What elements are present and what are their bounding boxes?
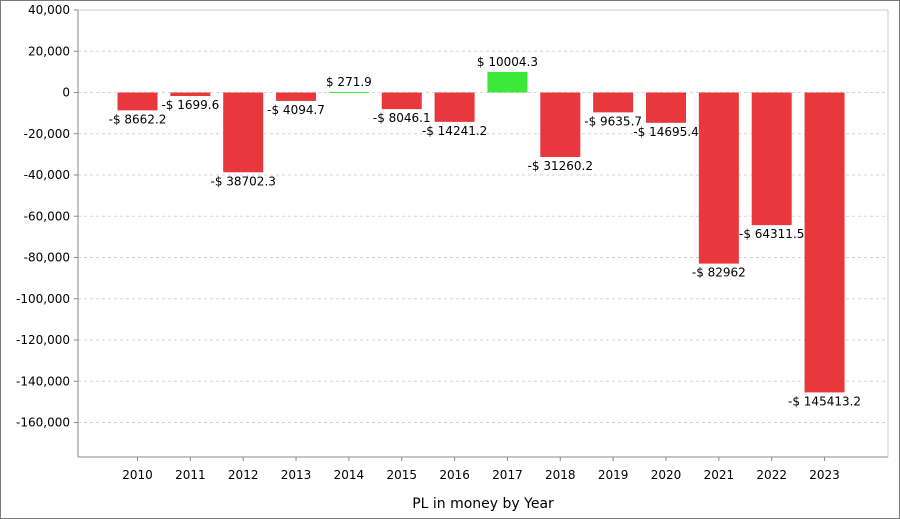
- data-label-2020: -$ 14695.4: [633, 125, 698, 139]
- x-tick-label-2011: 2011: [175, 468, 206, 482]
- data-label-2010: -$ 8662.2: [109, 112, 167, 126]
- x-tick-label-2010: 2010: [122, 468, 153, 482]
- x-tick-label-2013: 2013: [281, 468, 312, 482]
- data-label-2018: -$ 31260.2: [528, 159, 593, 173]
- bar-2011: [170, 92, 211, 97]
- data-label-2011: -$ 1699.6: [161, 98, 219, 112]
- bar-2019: [593, 92, 634, 113]
- y-tick-label: -120,000: [16, 333, 70, 347]
- bar-2021: [698, 92, 739, 264]
- data-label-2012: -$ 38702.3: [210, 174, 275, 188]
- y-tick-label: -40,000: [24, 168, 70, 182]
- bar-2013: [276, 92, 317, 101]
- y-tick-label: -60,000: [24, 209, 70, 223]
- y-tick-label: -80,000: [24, 251, 70, 265]
- data-label-2021: -$ 82962: [692, 266, 746, 280]
- bar-2022: [751, 92, 792, 226]
- bar-2014: [328, 91, 369, 93]
- y-tick-label: -20,000: [24, 127, 70, 141]
- x-tick-label-2018: 2018: [545, 468, 576, 482]
- x-tick-label-2015: 2015: [386, 468, 417, 482]
- y-tick-label: -140,000: [16, 374, 70, 388]
- x-tick-label-2012: 2012: [228, 468, 259, 482]
- x-tick-label-2019: 2019: [598, 468, 629, 482]
- plot-area: [78, 10, 888, 457]
- bar-2012: [223, 92, 264, 173]
- data-label-2014: $ 271.9: [326, 75, 372, 89]
- x-tick-label-2016: 2016: [439, 468, 470, 482]
- data-label-2017: $ 10004.3: [477, 55, 538, 69]
- x-tick-label-2014: 2014: [334, 468, 365, 482]
- data-label-2013: -$ 4094.7: [267, 103, 325, 117]
- y-tick-label: -100,000: [16, 292, 70, 306]
- x-tick-label-2023: 2023: [809, 468, 840, 482]
- y-tick-label: 40,000: [28, 3, 70, 17]
- data-label-2015: -$ 8046.1: [373, 111, 431, 125]
- x-tick-label-2020: 2020: [651, 468, 682, 482]
- x-tick-label-2017: 2017: [492, 468, 523, 482]
- y-tick-label: 20,000: [28, 44, 70, 58]
- bar-2017: [487, 71, 528, 93]
- data-label-2023: -$ 145413.2: [788, 394, 861, 408]
- bar-2018: [540, 92, 581, 157]
- bar-2010: [117, 92, 158, 111]
- y-tick-label: -160,000: [16, 416, 70, 430]
- bar-2023: [804, 92, 845, 393]
- bar-2020: [646, 92, 686, 123]
- x-axis-title: PL in money by Year: [412, 496, 554, 512]
- x-tick-label-2022: 2022: [756, 468, 787, 482]
- data-label-2016: -$ 14241.2: [422, 124, 487, 138]
- bar-2016: [434, 92, 475, 122]
- bar-2015: [381, 92, 422, 110]
- y-tick-label: 0: [62, 86, 70, 100]
- data-label-2019: -$ 9635.7: [584, 114, 642, 128]
- data-label-2022: -$ 64311.5: [739, 227, 804, 241]
- x-tick-label-2021: 2021: [704, 468, 735, 482]
